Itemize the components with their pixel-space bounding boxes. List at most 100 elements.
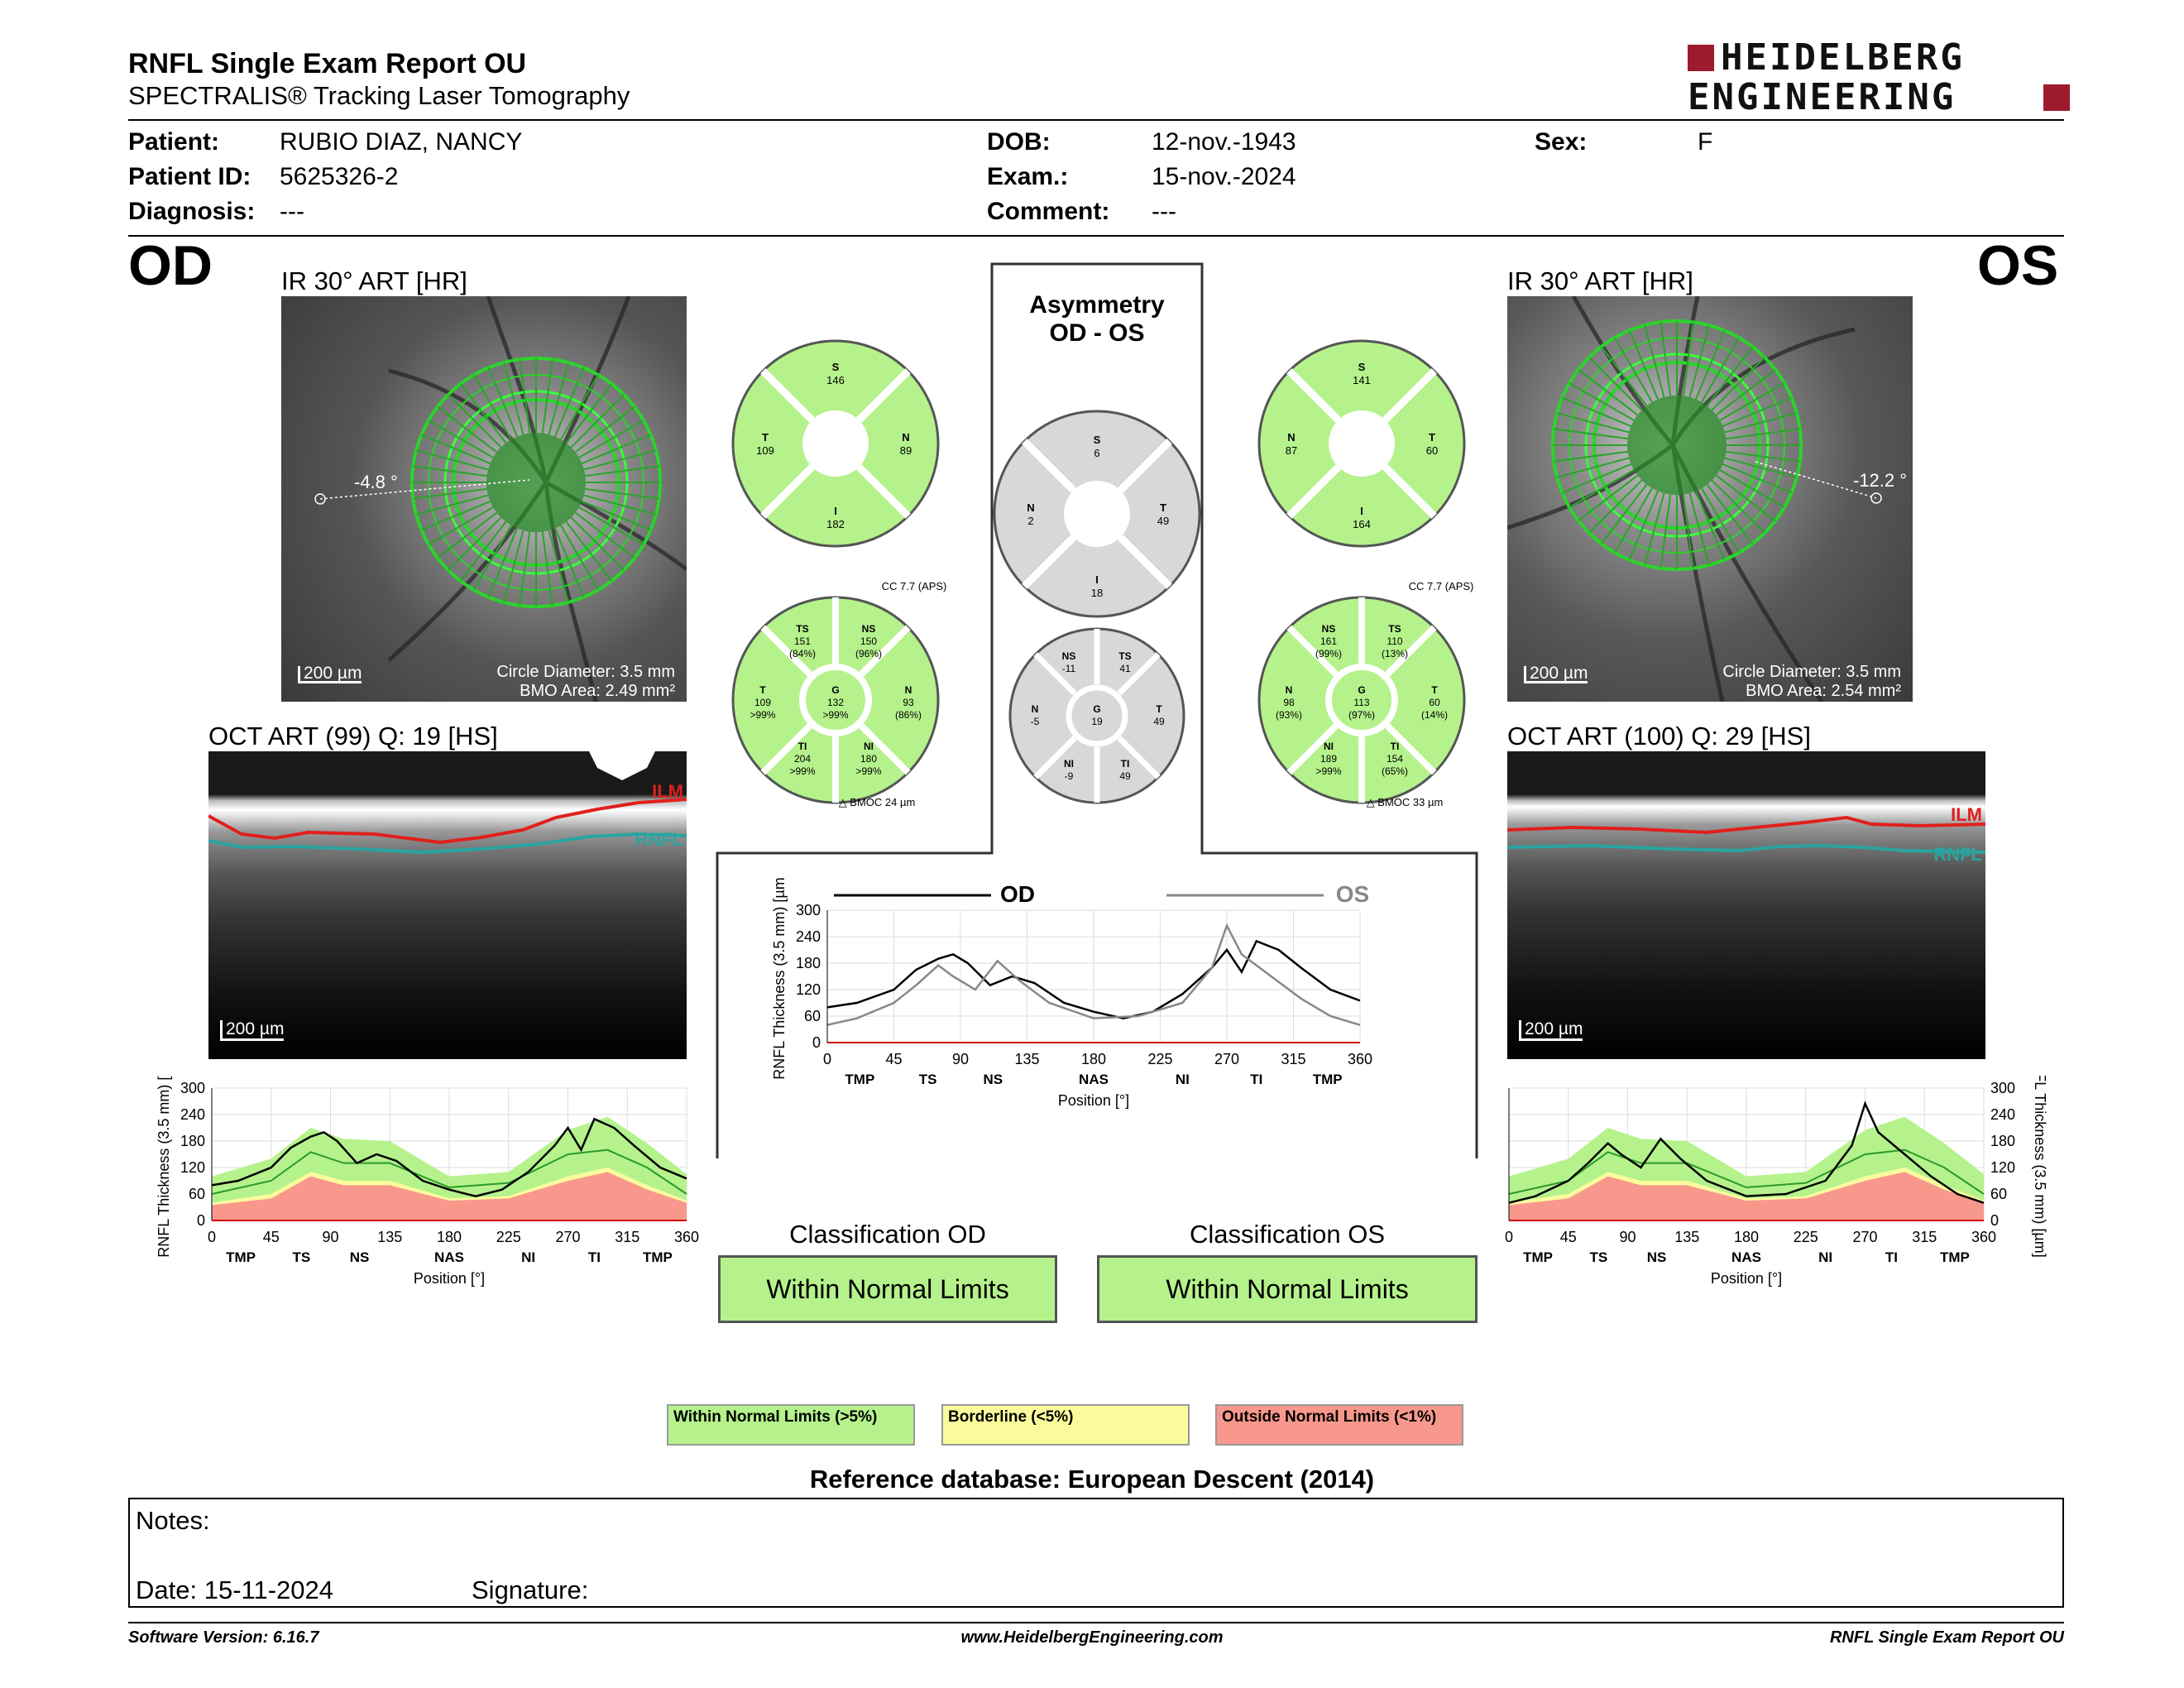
y-tick-label: 300 [1990, 1080, 2015, 1096]
od-6-sector-disc-value: 150 [860, 635, 877, 647]
os-6-sector-disc-percent: (65%) [1382, 765, 1408, 777]
os-6-sector-disc-label: N [1286, 684, 1293, 696]
os-cc-label: CC 7.7 (APS) [1409, 580, 1474, 592]
series-line-rnfl [1508, 1101, 1985, 1204]
y-axis-label: RNFL Thickness (3.5 mm) [µm] [771, 877, 788, 1080]
reference-database: Reference database: European Descent (20… [809, 1465, 1375, 1494]
os-4-sector-disc-value: 60 [1426, 444, 1438, 457]
asym-sector-value: -11 [1062, 663, 1076, 674]
sector-label: TMP [845, 1072, 874, 1087]
series-line-rnfl [211, 1117, 687, 1197]
os-circle-diameter: Circle Diameter: 3.5 mm [1722, 663, 1901, 681]
os-6-sector-disc-value: 113 [1353, 697, 1369, 708]
od-oct-image: ILM RNFL 200 µm [208, 751, 687, 1059]
os-4-sector-disc-label: I [1360, 505, 1363, 517]
od-6-sector-disc-percent: >99% [855, 765, 881, 777]
os-6-sector-disc-label: TS [1388, 623, 1401, 635]
od-rnfl-label: RNFL [635, 829, 683, 850]
os-oct-image: ILM RNFL 200 µm [1507, 751, 1985, 1059]
x-tick-label: 315 [1281, 1051, 1305, 1067]
od-6-sector-disc-label: N [905, 684, 912, 696]
asym-sector-label: TS [1118, 650, 1131, 662]
od-ir-title: IR 30° ART [HR] [281, 266, 467, 295]
od-6-sector-disc-percent: >99% [789, 765, 815, 777]
os-classification: Within Normal Limits [1097, 1255, 1478, 1323]
os-ir-title: IR 30° ART [HR] [1507, 266, 1693, 295]
os-4-sector-disc-label: N [1287, 431, 1295, 444]
x-tick-label: 45 [263, 1229, 280, 1245]
exam-label: Exam.: [987, 163, 1069, 190]
x-tick-label: 270 [555, 1229, 580, 1245]
asym-sector-label: NS [1062, 650, 1076, 662]
od-6-sector-disc-value: 93 [903, 697, 914, 708]
sector-label: NAS [434, 1249, 464, 1265]
y-tick-label: 180 [796, 955, 821, 971]
x-tick-label: 180 [1734, 1229, 1759, 1245]
od-6-sector-disc-label: T [759, 684, 766, 696]
patient-id: 5625326-2 [280, 163, 399, 190]
x-axis-label: Position [°] [414, 1270, 485, 1287]
os-rnfl-label: RNFL [1933, 844, 1982, 865]
od-eye-label: OD [128, 234, 213, 297]
od-6-sector-disc-value: 109 [754, 697, 771, 708]
x-tick-label: 90 [322, 1229, 338, 1245]
y-tick-label: 0 [1990, 1212, 1999, 1229]
y-tick-label: 60 [189, 1186, 205, 1202]
y-tick-label: 300 [180, 1080, 205, 1096]
asymmetry-title: Asymmetry [1029, 291, 1165, 319]
x-tick-label: 0 [1505, 1229, 1513, 1245]
od-6-sector-disc-label: TI [798, 741, 807, 752]
x-tick-label: 45 [1560, 1229, 1577, 1245]
os-ilm-label: ILM [1951, 804, 1982, 825]
os-6-sector-disc-label: NS [1322, 623, 1336, 635]
sector-label: NI [521, 1249, 535, 1265]
od-6-sector-disc-value: 151 [794, 635, 811, 647]
od-4-sector-disc-value: 146 [826, 374, 845, 386]
patient-rule [128, 235, 2064, 237]
x-tick-label: 135 [377, 1229, 402, 1245]
y-tick-label: 0 [812, 1034, 821, 1051]
os-bmoc-label: △ BMOC 33 µm [1367, 796, 1444, 808]
os-oct-scale: 200 µm [1519, 1020, 1583, 1041]
legend-os-label: OS [1336, 881, 1369, 907]
x-tick-label: 180 [1081, 1051, 1106, 1067]
header-rule [128, 119, 2064, 121]
asym-sector-value: 41 [1119, 663, 1131, 674]
footer-rule [128, 1622, 2064, 1623]
od-6-sector-disc-label: NI [864, 741, 874, 752]
sector-label: TS [919, 1072, 937, 1087]
median-line [1508, 1149, 1985, 1195]
signature-label: Signature: [472, 1575, 589, 1604]
od-6-sector-disc: TS151(84%)NS150(96%)T109>99%G132>99%N93(… [731, 596, 940, 804]
os-classification-label: Classification OS [1189, 1220, 1386, 1249]
asym-sector-label: T [1156, 703, 1162, 715]
legend-outside-normal: Outside Normal Limits (<1%) [1215, 1404, 1463, 1446]
od-6-sector-disc-label: NS [862, 623, 876, 635]
sector-label: TS [293, 1249, 311, 1265]
od-6-sector-disc-percent: >99% [750, 709, 775, 721]
os-4-sector-disc-value: 141 [1353, 374, 1371, 386]
x-tick-label: 180 [437, 1229, 462, 1245]
diagnosis-label: Diagnosis: [128, 198, 256, 225]
asym-sector-value: -9 [1065, 770, 1074, 782]
report-subtitle: SPECTRALIS® Tracking Laser Tomography [128, 81, 630, 110]
od-angle: -4.8 ° [354, 472, 398, 492]
od-6-sector-disc-label: G [831, 684, 839, 696]
od-4-sector-disc-value: 89 [900, 444, 912, 457]
exam-date: 15-nov.-2024 [1152, 163, 1296, 190]
y-tick-label: 180 [1990, 1133, 2015, 1149]
x-tick-label: 225 [496, 1229, 521, 1245]
series-line-OS [826, 923, 1361, 1026]
y-tick-label: 0 [197, 1212, 205, 1229]
y-tick-label: 120 [1990, 1159, 2015, 1176]
od-classification-label: Classification OD [789, 1220, 986, 1249]
x-tick-label: 225 [1794, 1229, 1818, 1245]
os-6-sector-disc-value: 161 [1320, 635, 1337, 647]
x-axis-label: Position [°] [1058, 1092, 1129, 1109]
od-bmoc-label: △ BMOC 24 µm [839, 796, 916, 808]
